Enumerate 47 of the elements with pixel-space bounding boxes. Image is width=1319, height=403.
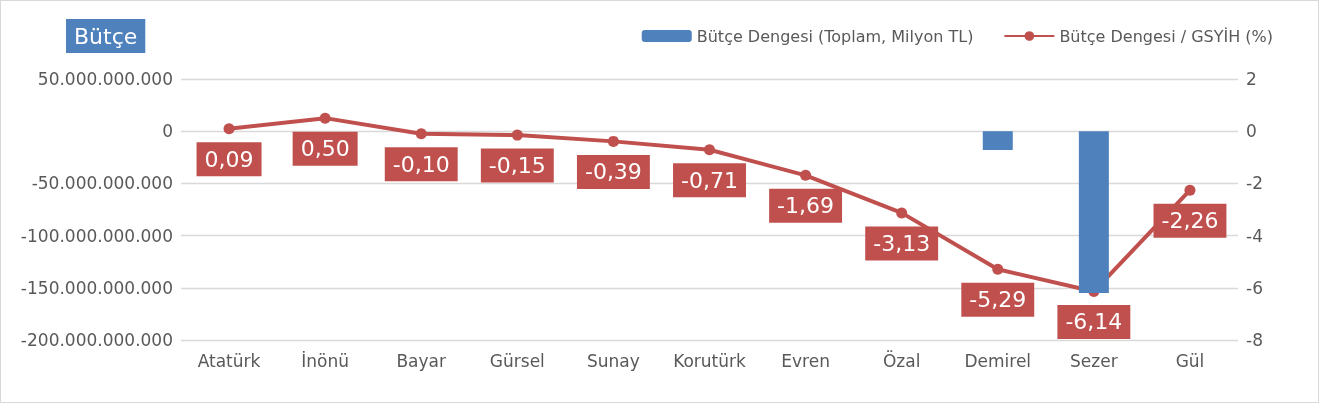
data-label: -3,13 bbox=[873, 230, 931, 256]
chart-title: Bütçe bbox=[74, 23, 138, 49]
point bbox=[896, 207, 908, 219]
y2-tick-label: -8 bbox=[1246, 330, 1263, 350]
data-label: -1,69 bbox=[777, 193, 835, 219]
y-tick-label: -100.000.000.000 bbox=[20, 225, 173, 246]
legend-label: Bütçe Dengesi / GSYİH (%) bbox=[1059, 26, 1274, 46]
point bbox=[800, 169, 812, 181]
y2-tick-label: 2 bbox=[1246, 69, 1257, 89]
data-label: -0,39 bbox=[584, 159, 642, 185]
x-tick-label: Gül bbox=[1175, 350, 1205, 371]
y2-tick-label: -2 bbox=[1246, 173, 1263, 194]
point bbox=[223, 123, 235, 135]
x-tick-label: Özal bbox=[882, 349, 921, 371]
data-label: 0,50 bbox=[300, 136, 350, 162]
x-tick-label: Bayar bbox=[396, 350, 447, 371]
y-tick-label: 50.000.000.000 bbox=[37, 69, 173, 89]
data-label: -6,14 bbox=[1065, 309, 1123, 335]
x-tick-label: Korutürk bbox=[673, 350, 747, 371]
data-label: 0,09 bbox=[204, 146, 254, 172]
y-tick-label: -50.000.000.000 bbox=[31, 173, 173, 194]
point bbox=[607, 135, 619, 147]
y2-tick-label: -6 bbox=[1246, 277, 1263, 298]
x-tick-label: Evren bbox=[781, 350, 830, 371]
point bbox=[992, 263, 1004, 275]
data-label: -0,10 bbox=[392, 151, 450, 177]
x-tick-label: İnönü bbox=[301, 350, 350, 371]
data-label: -0,15 bbox=[488, 153, 546, 179]
y-tick-label: -200.000.000.000 bbox=[20, 330, 173, 350]
data-label: -5,29 bbox=[969, 287, 1027, 313]
point bbox=[511, 129, 523, 141]
x-tick-label: Sunay bbox=[587, 350, 640, 371]
y2-tick-label: 0 bbox=[1246, 121, 1257, 142]
x-tick-label: Atatürk bbox=[197, 350, 261, 371]
legend-label: Bütçe Dengesi (Toplam, Milyon TL) bbox=[696, 26, 974, 46]
x-tick-label: Gürsel bbox=[489, 350, 545, 371]
data-label: -2,26 bbox=[1161, 208, 1219, 234]
point bbox=[704, 144, 715, 156]
y-tick-label: 0 bbox=[162, 121, 173, 142]
point bbox=[1184, 184, 1196, 196]
data-label: -0,71 bbox=[681, 167, 738, 193]
y-tick-label: -150.000.000.000 bbox=[20, 277, 173, 298]
x-tick-label: Demirel bbox=[964, 350, 1032, 371]
point bbox=[319, 112, 331, 124]
x-tick-label: Sezer bbox=[1070, 350, 1118, 371]
point bbox=[415, 128, 427, 140]
y2-tick-label: -4 bbox=[1246, 225, 1263, 246]
